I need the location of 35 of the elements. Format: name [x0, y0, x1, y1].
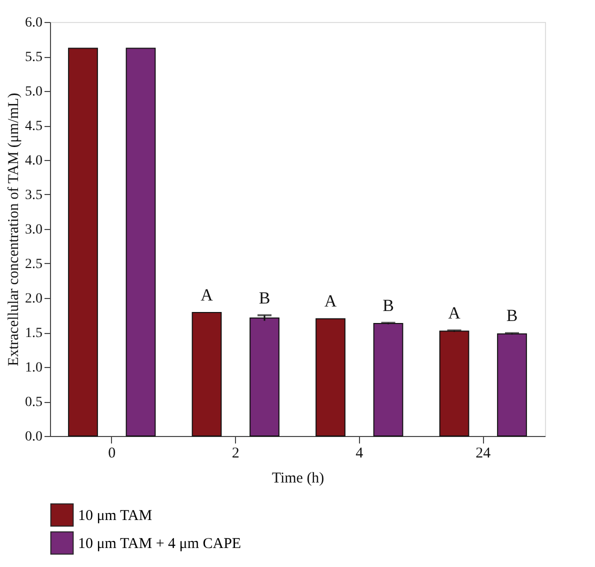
y-tick-label: 0.0 — [25, 430, 42, 444]
y-tick-label: 5.0 — [25, 84, 42, 100]
y-axis-title: Extracellular concentration of TAM (μm/mL) — [6, 92, 22, 366]
y-tick-label: 4.0 — [25, 154, 42, 168]
annotation: A — [448, 303, 462, 322]
x-axis-title: Time (h) — [272, 470, 324, 486]
y-tick-label: 6.0 — [25, 16, 42, 30]
annotation: B — [258, 288, 270, 308]
bar — [497, 333, 527, 436]
x-tick-label: 2 — [232, 446, 240, 462]
bar — [250, 318, 280, 436]
y-tick-label: 1.0 — [25, 360, 42, 376]
bar — [439, 330, 470, 436]
y-tick-label: 5.5 — [25, 50, 42, 65]
bar — [316, 318, 346, 436]
annotation: A — [200, 285, 214, 304]
y-tick-label: 2.5 — [25, 257, 42, 272]
y-tick-label: 3.0 — [25, 222, 42, 238]
annotation: B — [382, 296, 394, 315]
bar — [126, 48, 156, 436]
y-tick-label: 4.5 — [25, 119, 42, 134]
y-tick-label: 3.5 — [25, 188, 42, 203]
annotation: B — [506, 306, 518, 326]
x-tick-label: 24 — [476, 446, 492, 462]
annotation: A — [324, 292, 338, 311]
x-tick-label: 4 — [356, 446, 364, 462]
y-tick-label: 2.0 — [25, 292, 42, 306]
y-tick-label: 0.5 — [25, 395, 42, 410]
legend-label: 10 μm TAM + 4 μm CAPE — [78, 536, 242, 552]
legend-label: 10 μm TAM — [78, 508, 152, 524]
y-tick-label: 1.5 — [25, 326, 42, 341]
bar — [68, 48, 98, 436]
x-tick-label: 0 — [108, 446, 116, 462]
bar — [192, 312, 222, 436]
bar — [373, 323, 404, 436]
